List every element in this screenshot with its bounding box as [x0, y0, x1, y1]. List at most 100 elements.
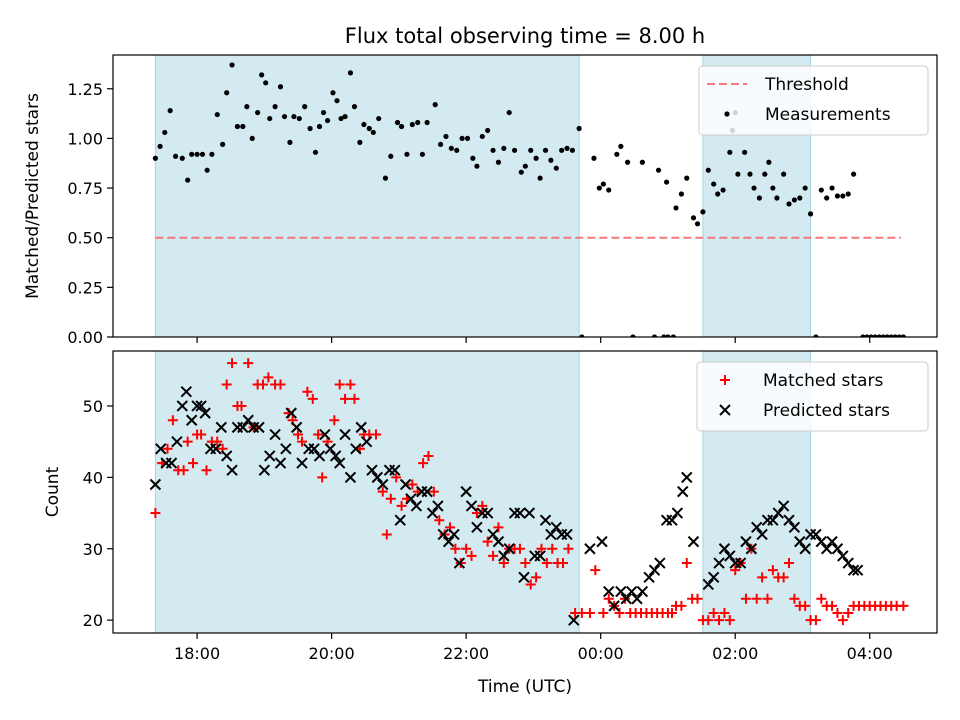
measurement-point — [302, 104, 308, 110]
measurement-point — [742, 149, 748, 155]
matched-star-point — [418, 458, 429, 469]
measurement-point — [162, 129, 168, 136]
measurement-point — [357, 139, 363, 145]
matched-star-point — [898, 600, 909, 611]
predicted-star-point — [274, 457, 287, 469]
matched-star-point — [547, 543, 558, 554]
predicted-star-point — [671, 507, 684, 519]
measurement-point — [351, 104, 358, 110]
measurement-point — [419, 151, 426, 157]
count-legend: Matched stars Predicted stars — [696, 361, 929, 432]
measurement-point — [651, 334, 658, 337]
predicted-star-point — [503, 543, 515, 555]
count-y-tick-label: 50 — [83, 397, 103, 416]
ratio-legend: Threshold Measurements — [698, 65, 929, 136]
matched-star-point — [493, 522, 504, 533]
predicted-star-point — [329, 450, 342, 462]
measurement-point — [860, 334, 866, 337]
measurement-point — [370, 129, 376, 136]
measurement-point — [624, 159, 631, 165]
measurement-point — [537, 175, 543, 181]
predicted-star-point — [313, 450, 326, 462]
matched-star-point — [531, 572, 542, 583]
predicted-star-point — [199, 407, 211, 419]
measurement-point — [157, 143, 163, 149]
measurement-point — [189, 151, 195, 157]
measurement-point — [320, 109, 327, 116]
measurement-point — [229, 62, 235, 68]
matched-star-point — [292, 429, 303, 440]
measurement-point — [528, 147, 534, 153]
count-axes-frame — [112, 350, 938, 634]
predicted-star-point — [410, 500, 423, 512]
predicted-star-point — [355, 421, 367, 434]
measurement-point — [762, 171, 768, 177]
predicted-star-point — [788, 521, 801, 534]
measurement-point — [316, 123, 323, 130]
measurement-point — [209, 151, 215, 157]
matched-star-point — [188, 458, 199, 469]
matched-star-point — [816, 593, 827, 604]
matched-star-point — [590, 565, 601, 576]
matched-star-point — [167, 415, 178, 426]
predicted-star-point — [625, 585, 638, 598]
matched-star-point — [471, 508, 482, 519]
matched-star-point — [334, 379, 345, 390]
matched-star-point — [563, 543, 574, 554]
predicted-star-point — [264, 450, 276, 462]
measurement-point — [443, 133, 449, 140]
measurement-point — [394, 119, 401, 126]
matched-star-point — [302, 386, 313, 397]
measurement-point — [727, 149, 733, 155]
measurement-point — [404, 151, 410, 157]
predicted-star-point — [815, 535, 828, 548]
matched-star-point — [666, 608, 677, 619]
measurement-point — [655, 167, 662, 173]
predicted-star-point — [826, 535, 838, 548]
predicted-star-point — [550, 521, 562, 534]
matched-star-point — [196, 429, 207, 440]
matched-star-point — [784, 558, 795, 569]
predicted-star-point — [377, 478, 389, 491]
predicted-star-point — [371, 471, 384, 484]
measurement-point — [224, 90, 230, 96]
matched-star-point — [178, 465, 189, 476]
predicted-star-point — [344, 471, 357, 484]
measurement-point — [415, 119, 421, 126]
predicted-star-point — [350, 443, 362, 455]
measurement-point — [485, 127, 491, 134]
measurement-point — [720, 187, 726, 193]
measurement-point — [454, 147, 460, 153]
matched-star-point — [692, 593, 703, 604]
matched-star-point — [762, 593, 773, 604]
predicted-star-point — [851, 564, 864, 576]
measurement-point — [868, 334, 874, 337]
measurement-point — [900, 334, 906, 337]
measurement-point — [511, 147, 518, 153]
predicted-star-point — [518, 571, 530, 584]
predicted-star-point — [734, 557, 747, 569]
predicted-star-point — [460, 485, 472, 498]
matched-star-point — [703, 615, 714, 626]
measurement-point — [398, 123, 405, 130]
predicted-star-point — [534, 550, 546, 562]
measurement-point — [479, 133, 485, 140]
predicted-star-point — [149, 478, 162, 491]
matched-star-point — [719, 608, 730, 619]
matched-star-point — [837, 615, 848, 626]
measurement-point — [518, 169, 524, 175]
predicted-star-point — [319, 428, 331, 441]
predicted-star-point — [185, 414, 198, 426]
measurement-point — [312, 149, 319, 155]
measurement-point — [892, 334, 898, 337]
predicted-star-point — [269, 428, 281, 441]
predicted-star-point — [677, 485, 689, 498]
predicted-star-point — [339, 428, 351, 441]
predicted-star-point — [751, 521, 763, 534]
ratio-axes-frame — [112, 54, 938, 338]
measurement-point — [553, 165, 559, 171]
matched-star-point — [263, 372, 274, 383]
count-shaded-interval-0 — [154, 351, 580, 633]
measurement-point — [204, 167, 210, 173]
measurement-point — [376, 115, 382, 122]
